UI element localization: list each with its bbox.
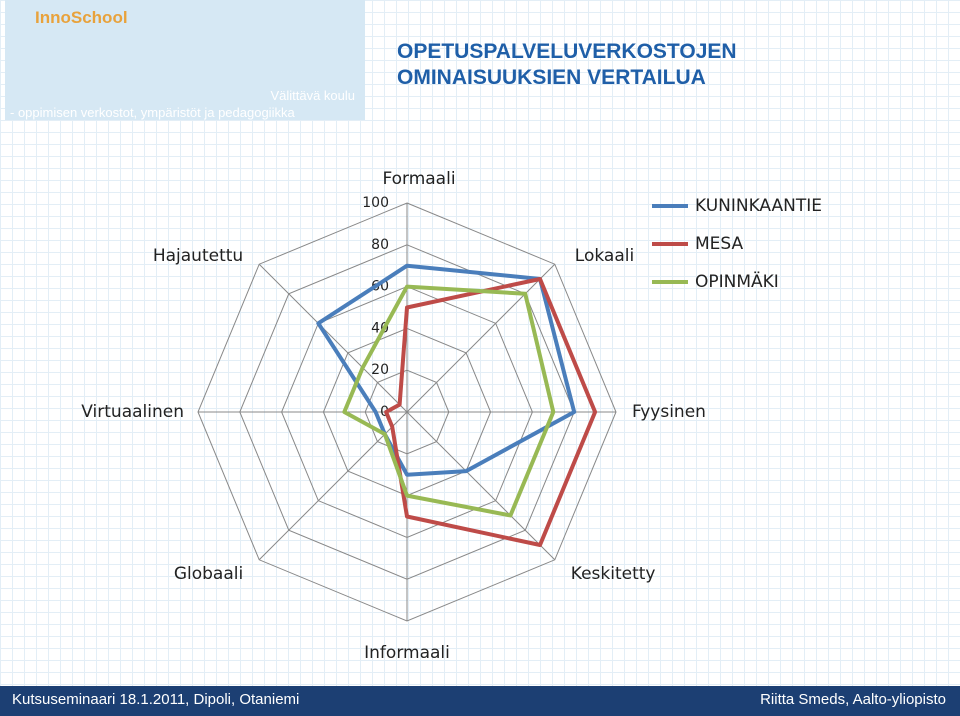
axis-line <box>258 411 408 561</box>
logo: InnoSchool <box>35 8 128 27</box>
subtitle: - oppimisen verkostot, ympäristöt ja ped… <box>10 105 295 120</box>
axis-line <box>406 411 556 561</box>
category-label: Keskitetty <box>571 564 656 584</box>
category-label: Lokaali <box>575 246 634 266</box>
category-label: Informaali <box>364 643 450 663</box>
slide-title: OPETUSPALVELUVERKOSTOJEN <box>397 40 737 63</box>
axis-line <box>258 263 408 413</box>
category-label: Hajautettu <box>153 246 243 266</box>
category-label: Virtuaalinen <box>81 402 184 422</box>
footer-text: Kutsuseminaari 18.1.2011, Dipoli, Otanie… <box>12 691 300 708</box>
footer-text: Riitta Smeds, Aalto-yliopisto <box>760 691 946 708</box>
category-label: Formaali <box>382 169 455 189</box>
legend-label: MESA <box>695 234 744 254</box>
series-line <box>316 263 577 477</box>
header-banner: InnoSchool Välittävä koulu - oppimisen v… <box>5 0 365 120</box>
legend-label: OPINMÄKI <box>695 271 779 292</box>
axis-line <box>406 263 556 413</box>
subtitle: Välittävä koulu <box>270 88 355 103</box>
category-label: Globaali <box>174 564 243 584</box>
series-line <box>384 276 598 548</box>
footer: Kutsuseminaari 18.1.2011, Dipoli, Otanie… <box>0 686 960 716</box>
y-tick-label: 80 <box>371 237 389 253</box>
slide-title: OMINAISUUKSIEN VERTAILUA <box>397 66 706 89</box>
y-tick-label: 20 <box>371 362 389 378</box>
y-tick-label: 100 <box>362 195 389 211</box>
category-label: Fyysinen <box>632 402 706 422</box>
series-line <box>342 284 556 518</box>
legend-label: KUNINKAANTIE <box>695 196 822 216</box>
chart: 020406080100FormaaliLokaaliFyysinenKeski… <box>81 169 822 663</box>
